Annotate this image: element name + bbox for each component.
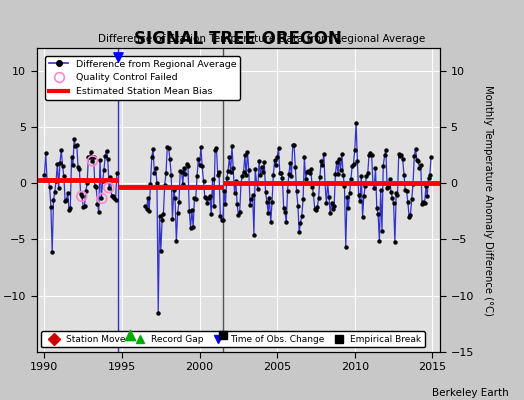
Point: [97, 195, 106, 202]
Point: [78, 193, 86, 200]
Text: Berkeley Earth: Berkeley Earth: [432, 388, 508, 398]
Point: [126, 332, 134, 338]
Point: [114, 54, 122, 60]
Title: SIGNAL TREE OREGON: SIGNAL TREE OREGON: [135, 30, 342, 48]
Point: [105, 184, 113, 191]
Point: [219, 332, 227, 338]
Point: [89, 158, 97, 164]
Y-axis label: Monthly Temperature Anomaly Difference (°C): Monthly Temperature Anomaly Difference (…: [484, 84, 494, 316]
Text: Difference of Station Temperature Data from Regional Average: Difference of Station Temperature Data f…: [99, 34, 425, 44]
Legend: Station Move, Record Gap, Time of Obs. Change, Empirical Break: Station Move, Record Gap, Time of Obs. C…: [41, 331, 425, 348]
